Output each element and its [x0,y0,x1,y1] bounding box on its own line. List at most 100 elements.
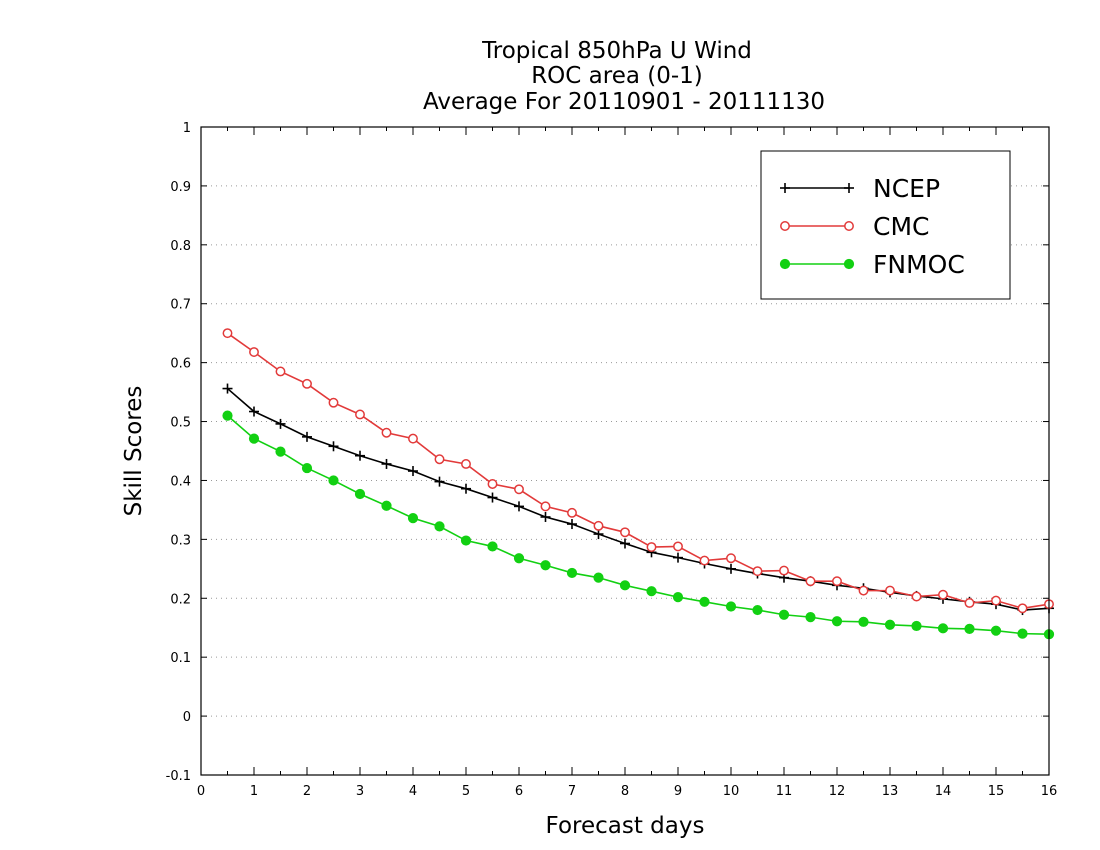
y-tick-label: 0.9 [170,180,191,195]
data-point-ncep [673,552,683,563]
data-point-cmc [964,598,975,608]
x-tick-label: 14 [935,784,952,799]
y-tick-label: -0.1 [166,769,191,784]
data-point-ncep [355,450,365,461]
legend-items: NCEP CMC FNMOC [779,174,965,279]
x-tick-label: 9 [674,784,682,799]
legend-label: CMC [873,212,929,241]
legend-label: FNMOC [873,250,965,279]
data-point-cmc [567,507,577,518]
data-point-cmc [302,378,312,389]
legend-marker-left [779,258,791,270]
chart-title-line-1: Tropical 850hPa U Wind [481,38,752,64]
data-point-cmc [699,555,710,566]
y-tick-label: 1 [183,121,191,136]
data-point-cmc [275,366,286,377]
data-point-fnmoc [858,616,869,627]
x-tick-label: 16 [1041,784,1058,799]
legend-marker-right [843,258,855,270]
data-point-fnmoc [805,612,816,623]
data-point-fnmoc [884,619,896,630]
data-point-fnmoc [964,623,975,635]
data-point-cmc [355,409,365,420]
data-point-cmc [885,585,895,596]
data-point-cmc [514,484,524,495]
data-point-fnmoc [672,591,684,603]
axis-ticks: -0.100.10.20.30.40.50.60.70.80.910 1 2 3 4 5 6… [166,121,1058,799]
data-point-ncep [434,476,445,487]
y-tick-label: 0.7 [170,298,191,313]
data-point-cmc [991,595,1001,606]
data-point-ncep [328,441,339,452]
data-point-ncep [461,483,471,494]
x-tick-label: 12 [829,784,846,799]
data-point-fnmoc [248,433,260,444]
data-point-ncep [620,538,630,549]
data-point-fnmoc [1017,628,1028,639]
data-point-ncep [381,458,392,469]
x-axis-label: Forecast days [546,813,705,839]
data-point-fnmoc [831,616,843,627]
data-point-fnmoc [487,541,498,552]
data-point-fnmoc [619,580,631,591]
data-point-fnmoc [513,553,525,564]
legend-box [760,150,1011,300]
data-point-fnmoc [699,596,710,607]
x-tick-label: 5 [462,784,470,799]
data-point-cmc [858,585,869,596]
data-point-fnmoc [275,446,286,457]
legend-label: NCEP [873,174,940,203]
data-point-cmc [673,541,683,552]
y-tick-label: 0.2 [170,592,191,607]
data-point-ncep [249,406,259,417]
y-tick-label: 0.5 [170,416,191,431]
legend-marker-right [844,221,854,231]
data-point-cmc [832,576,842,587]
data-point-fnmoc [937,623,949,634]
legend: NCEP CMC FNMOC [760,150,1011,300]
data-point-fnmoc [354,488,366,500]
x-tick-label: 6 [515,784,523,799]
data-point-ncep [567,519,577,530]
x-tick-label: 15 [988,784,1005,799]
x-tick-label: 13 [882,784,899,799]
data-point-fnmoc [328,475,339,486]
data-point-fnmoc [381,500,392,511]
data-point-fnmoc [593,572,604,583]
data-point-ncep [514,501,524,512]
data-point-cmc [726,553,736,564]
data-point-cmc [938,589,948,600]
x-tick-label: 10 [723,784,740,799]
data-point-cmc [805,576,816,587]
y-tick-label: 0.4 [170,474,191,489]
x-tick-label: 8 [621,784,629,799]
data-point-ncep [408,466,418,477]
data-point-cmc [911,591,922,602]
x-tick-label: 0 [197,784,205,799]
data-point-fnmoc [407,513,419,524]
data-point-fnmoc [646,586,657,597]
x-tick-label: 11 [776,784,793,799]
legend-marker-left [780,183,790,193]
data-point-fnmoc [566,567,578,579]
x-tick-label: 7 [568,784,576,799]
legend-marker-right [844,183,854,193]
data-point-cmc [434,454,445,465]
data-point-fnmoc [778,609,790,620]
data-point-cmc [646,542,657,552]
legend-item-cmc: CMC [780,212,929,241]
y-tick-label: 0.8 [170,239,191,254]
data-point-cmc [593,520,604,531]
data-point-cmc [752,566,763,577]
data-point-cmc [249,347,259,357]
chart-title-line-3: Average For 20110901 - 20111130 [423,89,825,115]
series-fnmoc [222,410,1055,640]
data-point-cmc [381,427,392,438]
data-point-fnmoc [460,535,472,546]
data-point-fnmoc [911,620,922,632]
data-point-fnmoc [540,560,551,571]
x-tick-label: 1 [250,784,258,799]
data-point-cmc [487,479,498,489]
data-point-cmc [408,433,418,444]
x-tick-label: 2 [303,784,311,799]
